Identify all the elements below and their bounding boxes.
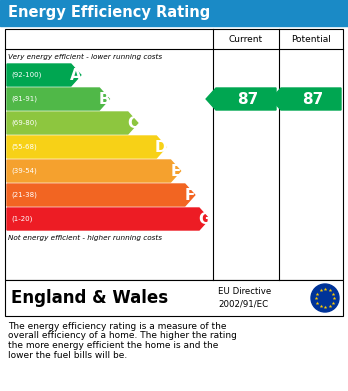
Text: (55-68): (55-68) — [11, 144, 37, 150]
Text: lower the fuel bills will be.: lower the fuel bills will be. — [8, 350, 127, 359]
Polygon shape — [7, 160, 181, 182]
Polygon shape — [7, 184, 195, 206]
Text: (69-80): (69-80) — [11, 120, 37, 126]
Polygon shape — [7, 208, 209, 230]
Text: G: G — [198, 212, 210, 226]
Polygon shape — [7, 136, 166, 158]
Polygon shape — [206, 88, 276, 110]
Text: overall efficiency of a home. The higher the rating: overall efficiency of a home. The higher… — [8, 332, 237, 341]
Text: B: B — [98, 91, 110, 106]
Bar — [0, 0, 348, 26]
Text: (39-54): (39-54) — [11, 168, 37, 174]
Text: The energy efficiency rating is a measure of the: The energy efficiency rating is a measur… — [8, 322, 227, 331]
Text: (92-100): (92-100) — [11, 72, 41, 78]
Text: A: A — [70, 68, 82, 83]
Text: 87: 87 — [237, 91, 258, 106]
Polygon shape — [7, 88, 109, 110]
Text: (1-20): (1-20) — [11, 216, 32, 222]
Bar — [5, 280, 343, 316]
Text: the more energy efficient the home is and the: the more energy efficient the home is an… — [8, 341, 219, 350]
Text: 87: 87 — [302, 91, 323, 106]
Text: D: D — [155, 140, 168, 154]
Text: (21-38): (21-38) — [11, 192, 37, 198]
Polygon shape — [7, 64, 81, 86]
Text: Not energy efficient - higher running costs: Not energy efficient - higher running co… — [8, 235, 162, 241]
Text: (81-91): (81-91) — [11, 96, 37, 102]
Text: Current: Current — [229, 34, 263, 43]
Text: E: E — [171, 163, 181, 179]
Text: F: F — [185, 188, 195, 203]
Polygon shape — [7, 112, 138, 134]
Text: England & Wales: England & Wales — [11, 289, 168, 307]
Text: Potential: Potential — [291, 34, 331, 43]
Circle shape — [311, 284, 339, 312]
Polygon shape — [271, 88, 341, 110]
Text: C: C — [127, 115, 139, 131]
Text: Very energy efficient - lower running costs: Very energy efficient - lower running co… — [8, 54, 162, 60]
Bar — [5, 29, 343, 280]
Text: EU Directive
2002/91/EC: EU Directive 2002/91/EC — [218, 287, 271, 309]
Text: Energy Efficiency Rating: Energy Efficiency Rating — [8, 5, 210, 20]
